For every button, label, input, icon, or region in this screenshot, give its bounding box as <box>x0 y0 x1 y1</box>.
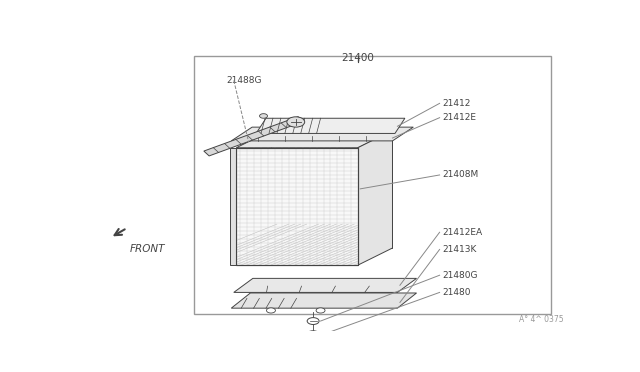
Polygon shape <box>204 117 303 156</box>
Text: 21400: 21400 <box>341 52 374 62</box>
Polygon shape <box>256 118 405 134</box>
Polygon shape <box>358 131 392 265</box>
Circle shape <box>287 117 305 127</box>
Text: A° 4^ 0375: A° 4^ 0375 <box>519 315 564 324</box>
Bar <box>194 56 551 314</box>
Circle shape <box>306 331 320 339</box>
Polygon shape <box>231 127 413 141</box>
Text: 21412EA: 21412EA <box>442 228 482 237</box>
Text: 21408M: 21408M <box>442 170 478 179</box>
Polygon shape <box>271 131 392 248</box>
Circle shape <box>266 308 275 313</box>
Polygon shape <box>230 148 236 265</box>
Text: FRONT: FRONT <box>129 244 165 254</box>
Text: 21480G: 21480G <box>442 271 477 280</box>
Polygon shape <box>231 293 417 308</box>
Text: 21413K: 21413K <box>442 245 476 254</box>
Text: 21480: 21480 <box>442 288 470 297</box>
Polygon shape <box>236 148 358 265</box>
Polygon shape <box>234 278 417 292</box>
Text: 21412E: 21412E <box>442 113 476 122</box>
Text: 21488G: 21488G <box>227 76 262 85</box>
Circle shape <box>307 318 319 324</box>
Text: 21412: 21412 <box>442 99 470 108</box>
Circle shape <box>316 308 325 313</box>
Polygon shape <box>236 131 392 148</box>
Circle shape <box>260 114 268 118</box>
